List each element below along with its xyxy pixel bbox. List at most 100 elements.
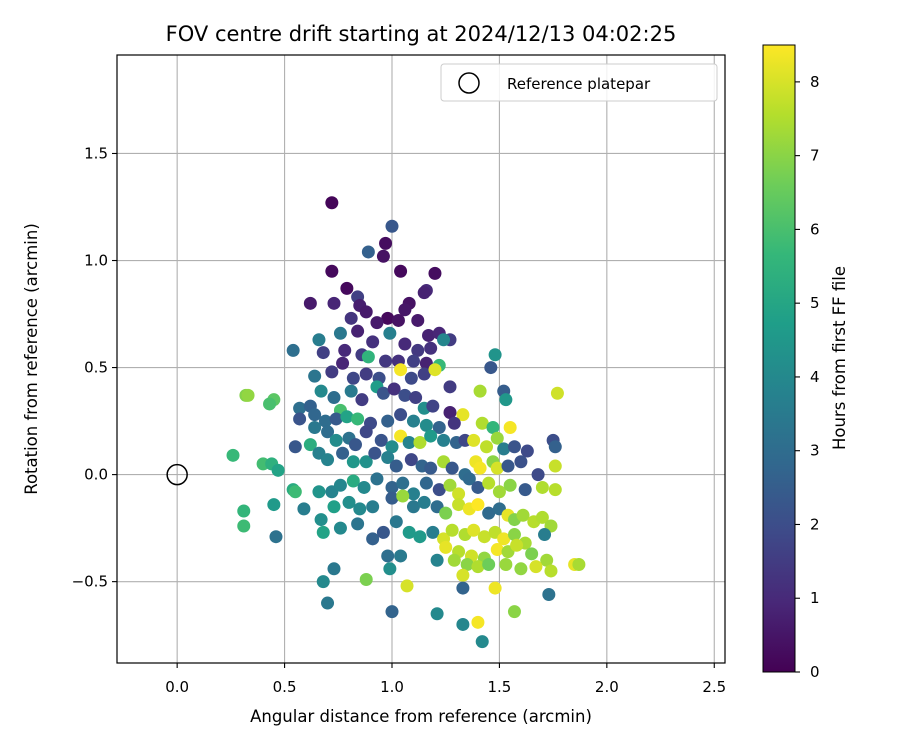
data-point — [312, 333, 326, 347]
data-point — [318, 414, 332, 428]
data-point — [366, 500, 380, 514]
data-point — [490, 461, 504, 475]
data-point — [381, 549, 395, 563]
data-point — [535, 510, 549, 524]
colorbar-tick-label: 7 — [810, 147, 820, 165]
data-point — [413, 435, 427, 449]
data-point — [400, 579, 414, 593]
data-point — [497, 532, 511, 546]
data-point — [336, 446, 350, 460]
data-point — [432, 483, 446, 497]
data-point — [381, 311, 395, 325]
data-point — [490, 431, 504, 445]
data-point — [385, 605, 399, 619]
data-point — [366, 532, 380, 546]
data-point — [531, 468, 545, 482]
data-point — [374, 433, 388, 447]
data-point — [351, 412, 365, 426]
data-point — [366, 335, 380, 349]
data-point — [293, 401, 307, 415]
data-point — [359, 425, 373, 439]
data-point — [477, 530, 491, 544]
colorbar-tick-label: 1 — [810, 589, 820, 607]
data-point — [437, 433, 451, 447]
data-point — [333, 326, 347, 340]
data-point — [325, 264, 339, 278]
data-point — [443, 380, 457, 394]
data-point — [482, 506, 496, 520]
data-point — [398, 337, 412, 351]
x-tick-label: 1.5 — [487, 678, 511, 696]
colorbar-label: Hours from first FF file — [830, 266, 849, 450]
y-tick-label: 0.5 — [84, 359, 108, 377]
data-point — [475, 416, 489, 430]
data-point — [542, 587, 556, 601]
data-point — [391, 313, 405, 327]
data-point — [501, 459, 515, 473]
scatter-points — [226, 196, 586, 649]
data-point — [237, 519, 251, 533]
data-point — [333, 521, 347, 535]
data-point — [316, 525, 330, 539]
data-point — [471, 498, 485, 512]
data-point — [456, 581, 470, 595]
colorbar: 0 1 2 3 4 5 6 7 8 Hours from first FF file — [762, 44, 849, 681]
data-point — [263, 397, 277, 411]
data-point — [327, 391, 341, 405]
data-point — [394, 363, 408, 377]
data-point — [471, 480, 485, 494]
data-point — [424, 461, 438, 475]
data-point — [525, 547, 539, 561]
data-point — [398, 388, 412, 402]
data-point — [548, 483, 562, 497]
data-point — [426, 525, 440, 539]
data-point — [288, 440, 302, 454]
data-point — [447, 553, 461, 567]
data-point — [406, 354, 420, 368]
data-point — [540, 553, 554, 567]
reference-platepar-marker — [166, 463, 188, 486]
data-point — [492, 485, 506, 499]
data-point — [325, 365, 339, 379]
data-point — [359, 367, 373, 381]
data-point — [381, 414, 395, 428]
colorbar-tick-label: 8 — [810, 73, 820, 91]
data-point — [344, 384, 358, 398]
data-point — [379, 236, 393, 250]
data-point — [359, 573, 373, 587]
data-point — [507, 440, 521, 454]
colorbar-ticks: 0 1 2 3 4 5 6 7 8 — [795, 73, 820, 681]
data-point — [316, 346, 330, 360]
data-point — [389, 459, 403, 473]
data-point — [267, 498, 281, 512]
data-point — [346, 455, 360, 469]
data-point — [452, 487, 466, 501]
data-point — [387, 382, 401, 396]
data-point — [484, 361, 498, 375]
data-point — [321, 425, 335, 439]
data-point — [293, 412, 307, 426]
data-point — [385, 480, 399, 494]
x-axis-label: Angular distance from reference (arcmin) — [250, 707, 592, 726]
legend-reference-marker-icon — [458, 72, 480, 94]
x-tick-label: 2.0 — [595, 678, 619, 696]
data-point — [385, 219, 399, 233]
data-point — [445, 523, 459, 537]
data-point — [394, 408, 408, 422]
data-point — [480, 440, 494, 454]
colorbar-tick-label: 4 — [810, 368, 820, 386]
data-point — [548, 459, 562, 473]
data-point — [402, 525, 416, 539]
data-point — [297, 502, 311, 516]
data-point — [419, 418, 433, 432]
data-point — [389, 515, 403, 529]
data-point — [286, 343, 300, 357]
data-point — [443, 406, 457, 420]
data-point — [437, 333, 451, 347]
colorbar-tick-label: 0 — [810, 663, 820, 681]
data-point — [499, 558, 513, 572]
data-point — [346, 474, 360, 488]
data-point — [385, 491, 399, 505]
data-point — [460, 558, 474, 572]
